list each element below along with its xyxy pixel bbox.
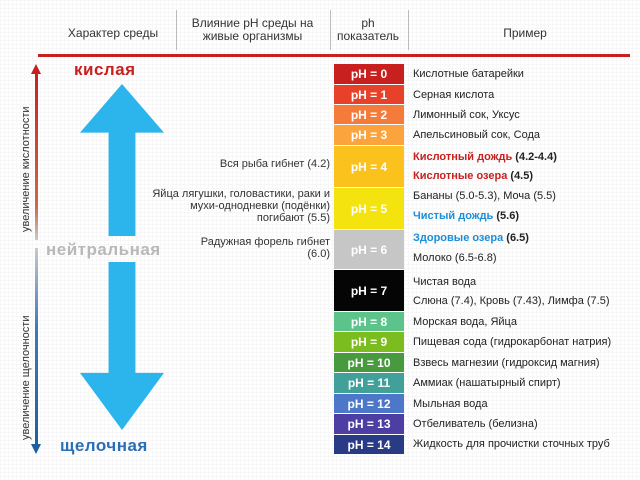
acidity-axis: [35, 72, 38, 240]
alkaline-arrow-icon: [80, 262, 164, 430]
example-ph-7-b: Слюна (7.4), Кровь (7.43), Лимфа (7.5): [413, 295, 610, 307]
acid-label: кислая: [74, 60, 136, 79]
example-ph-5-a: Бананы (5.0-5.3), Моча (5.5): [413, 190, 556, 202]
example-ph-8: Морская вода, Яйца: [413, 316, 517, 328]
example-ph-7-a: Чистая вода: [413, 276, 477, 288]
example-acid-rain: Кислотный дождь (4.2-4.4): [413, 151, 557, 164]
ph-box-1: pH = 1: [334, 85, 404, 105]
ph-box-10: pH = 10: [334, 353, 404, 373]
ph-box-7: pH = 7: [334, 270, 404, 312]
example-acid-lakes: Кислотные озера (4.5): [413, 170, 533, 183]
clean-rain-label: Чистый дождь: [413, 210, 494, 222]
ph-box-5: pH = 5: [334, 188, 404, 230]
header-divider: [330, 10, 331, 50]
example-ph-1: Серная кислота: [413, 89, 495, 101]
note-fish: Вся рыба гибнет (4.2): [219, 158, 330, 170]
alkaline-label: щелочная: [60, 436, 148, 455]
note-trout: Радужная форель гибнет (6.0): [200, 236, 330, 260]
ph-box-4: pH = 4: [334, 146, 404, 188]
example-ph-9: Пищевая сода (гидрокарбонат натрия): [413, 336, 612, 348]
acid-rain-value: (4.2-4.4): [515, 151, 557, 163]
ph-box-12: pH = 12: [334, 394, 404, 414]
example-ph-14: Жидкость для прочистки сточных труб: [413, 438, 610, 450]
ph-box-13: pH = 13: [334, 414, 404, 435]
example-ph-3: Апельсиновый сок, Сода: [413, 129, 541, 141]
example-ph-10: Взвесь магнезии (гидроксид магния): [413, 357, 600, 369]
header-underline: [38, 54, 630, 57]
acid-lakes-label: Кислотные озера: [413, 170, 508, 182]
neutral-label: нейтральная: [46, 240, 161, 259]
acid-lakes-value: (4.5): [510, 170, 534, 182]
header-example: Пример: [503, 26, 547, 40]
acid-rain-label: Кислотный дождь: [413, 151, 513, 163]
ph-box-6: pH = 6: [334, 230, 404, 270]
example-ph-11: Аммиак (нашатырный спирт): [413, 377, 561, 389]
ph-box-14: pH = 14: [334, 435, 404, 455]
example-ph-2: Лимонный сок, Уксус: [413, 109, 520, 121]
example-clean-rain: Чистый дождь (5.6): [413, 210, 519, 223]
acidity-increase-label: увеличение кислотности: [20, 106, 32, 232]
header-divider: [176, 10, 177, 50]
example-ph-6-b: Молоко (6.5-6.8): [413, 252, 497, 264]
header-divider: [408, 10, 409, 50]
note-frog: Яйца лягушки, головастики, раки и мухи-о…: [152, 188, 330, 224]
clean-rain-value: (5.6): [496, 210, 519, 222]
ph-box-3: pH = 3: [334, 125, 404, 146]
ph-box-9: pH = 9: [334, 332, 404, 353]
ph-box-8: pH = 8: [334, 312, 404, 332]
example-ph-0: Кислотные батарейки: [413, 68, 524, 80]
alkalinity-increase-label: увеличение щелочности: [20, 315, 32, 440]
header-medium-type: Характер среды: [67, 26, 159, 40]
alkalinity-axis: [35, 248, 38, 446]
example-ph-12: Мыльная вода: [413, 398, 488, 410]
axis-arrow-up-icon: [31, 64, 41, 74]
example-ph-13: Отбеливатель (белизна): [413, 418, 538, 430]
example-healthy-lakes: Здоровые озера (6.5): [413, 232, 529, 245]
axis-arrow-down-icon: [31, 444, 41, 454]
healthy-lakes-label: Здоровые озера: [413, 232, 504, 244]
header-ph-value: ph показатель: [336, 16, 400, 43]
ph-box-11: pH = 11: [334, 373, 404, 394]
ph-box-2: pH = 2: [334, 105, 404, 125]
ph-box-0: pH = 0: [334, 64, 404, 85]
healthy-lakes-value: (6.5): [506, 232, 529, 244]
header-effect-on-organisms: Влияние pH среды на живые организмы: [191, 16, 314, 43]
